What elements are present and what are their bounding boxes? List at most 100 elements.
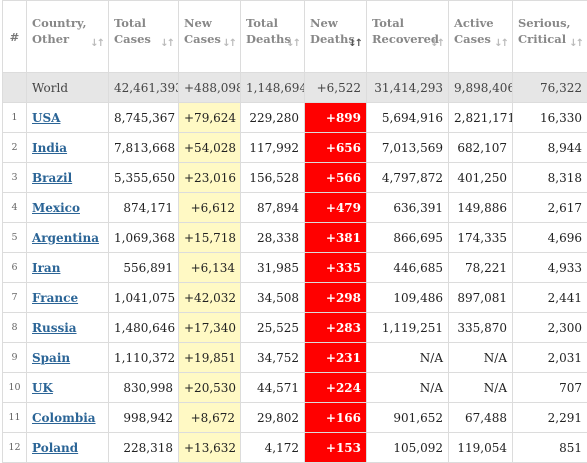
total-recovered-cell: 105,092 (367, 433, 449, 463)
row-index: 12 (3, 433, 27, 463)
serious-critical-cell: 4,696 (513, 223, 587, 253)
total-recovered-cell: N/A (367, 373, 449, 403)
row-index: 1 (3, 103, 27, 133)
country-name: Brazil (27, 163, 109, 193)
row-index: 4 (3, 193, 27, 223)
sort-arrows-icon[interactable]: ↓↑ (222, 36, 235, 52)
total-deaths-cell: 156,528 (241, 163, 305, 193)
new-deaths-cell: +381 (305, 223, 367, 253)
active-cases-cell: 78,221 (449, 253, 513, 283)
active-cases-cell: N/A (449, 373, 513, 403)
new-deaths-cell: +656 (305, 133, 367, 163)
country-link[interactable]: Brazil (32, 171, 72, 185)
active-cases-cell: 149,886 (449, 193, 513, 223)
sort-arrows-icon[interactable]: ↓↑ (430, 36, 443, 52)
active-cases-cell: 897,081 (449, 283, 513, 313)
new-cases-cell: +6,134 (179, 253, 241, 283)
country-name: World (27, 73, 109, 103)
serious-critical-cell: 2,031 (513, 343, 587, 373)
country-link[interactable]: France (32, 291, 78, 305)
column-header-new-deaths[interactable]: New Deaths ↓↑ (305, 1, 367, 73)
country-link[interactable]: Argentina (32, 231, 99, 245)
column-header-country[interactable]: Country, Other ↓↑ (27, 1, 109, 73)
active-cases-cell: 401,250 (449, 163, 513, 193)
sort-arrows-icon[interactable]: ↓↑ (160, 36, 173, 52)
country-name: France (27, 283, 109, 313)
row-index: 8 (3, 313, 27, 343)
serious-critical-cell: 2,300 (513, 313, 587, 343)
sort-arrows-icon[interactable]: ↓↑ (90, 36, 103, 52)
country-link[interactable]: Spain (32, 351, 70, 365)
serious-critical-cell: 76,322 (513, 73, 587, 103)
total-cases-cell: 5,355,650 (109, 163, 179, 193)
new-cases-cell: +23,016 (179, 163, 241, 193)
country-link[interactable]: India (32, 141, 67, 155)
country-link[interactable]: Russia (32, 321, 77, 335)
row-index: 5 (3, 223, 27, 253)
total-cases-cell: 874,171 (109, 193, 179, 223)
column-header-total-deaths[interactable]: Total Deaths ↓↑ (241, 1, 305, 73)
total-cases-cell: 7,813,668 (109, 133, 179, 163)
new-deaths-cell: +166 (305, 403, 367, 433)
country-link[interactable]: Iran (32, 261, 60, 275)
column-header-total-cases[interactable]: Total Cases ↓↑ (109, 1, 179, 73)
new-deaths-cell: +479 (305, 193, 367, 223)
total-cases-cell: 1,110,372 (109, 343, 179, 373)
country-link[interactable]: Poland (32, 441, 78, 455)
new-cases-cell: +15,718 (179, 223, 241, 253)
sort-arrows-active-icon[interactable]: ↓↑ (348, 36, 361, 52)
column-header-new-cases[interactable]: New Cases ↓↑ (179, 1, 241, 73)
new-cases-cell: +17,340 (179, 313, 241, 343)
serious-critical-cell: 851 (513, 433, 587, 463)
country-name: Colombia (27, 403, 109, 433)
new-cases-cell: +488,098 (179, 73, 241, 103)
country-name: Spain (27, 343, 109, 373)
total-recovered-cell: 636,391 (367, 193, 449, 223)
new-deaths-cell: +6,522 (305, 73, 367, 103)
total-recovered-cell: 31,414,293 (367, 73, 449, 103)
new-deaths-cell: +231 (305, 343, 367, 373)
new-cases-cell: +19,851 (179, 343, 241, 373)
total-deaths-cell: 25,525 (241, 313, 305, 343)
sort-arrows-icon[interactable]: ↓↑ (569, 36, 582, 52)
active-cases-cell: 174,335 (449, 223, 513, 253)
serious-critical-cell: 4,933 (513, 253, 587, 283)
country-link[interactable]: USA (32, 111, 60, 125)
new-cases-cell: +13,632 (179, 433, 241, 463)
country-link[interactable]: UK (32, 381, 53, 395)
new-deaths-cell: +283 (305, 313, 367, 343)
sort-arrows-icon[interactable]: ↓↑ (494, 36, 507, 52)
column-header-serious-critical[interactable]: Serious, Critical ↓↑ (513, 1, 587, 73)
country-link[interactable]: Colombia (32, 411, 96, 425)
row-index: 3 (3, 163, 27, 193)
total-cases-cell: 1,480,646 (109, 313, 179, 343)
total-deaths-cell: 1,148,694 (241, 73, 305, 103)
serious-critical-cell: 2,291 (513, 403, 587, 433)
total-recovered-cell: 109,486 (367, 283, 449, 313)
country-name: India (27, 133, 109, 163)
new-cases-cell: +42,032 (179, 283, 241, 313)
active-cases-cell: 335,870 (449, 313, 513, 343)
row-index: 2 (3, 133, 27, 163)
column-header-total-recovered[interactable]: Total Recovered ↓↑ (367, 1, 449, 73)
column-header-active-cases[interactable]: Active Cases ↓↑ (449, 1, 513, 73)
country-link[interactable]: Mexico (32, 201, 80, 215)
country-name: USA (27, 103, 109, 133)
total-cases-cell: 228,318 (109, 433, 179, 463)
serious-critical-cell: 8,944 (513, 133, 587, 163)
country-name: Argentina (27, 223, 109, 253)
total-cases-cell: 830,998 (109, 373, 179, 403)
row-index: 7 (3, 283, 27, 313)
active-cases-cell: 119,054 (449, 433, 513, 463)
sort-arrows-icon[interactable]: ↓↑ (286, 36, 299, 52)
column-header-index[interactable]: # (3, 1, 27, 73)
country-name: Poland (27, 433, 109, 463)
